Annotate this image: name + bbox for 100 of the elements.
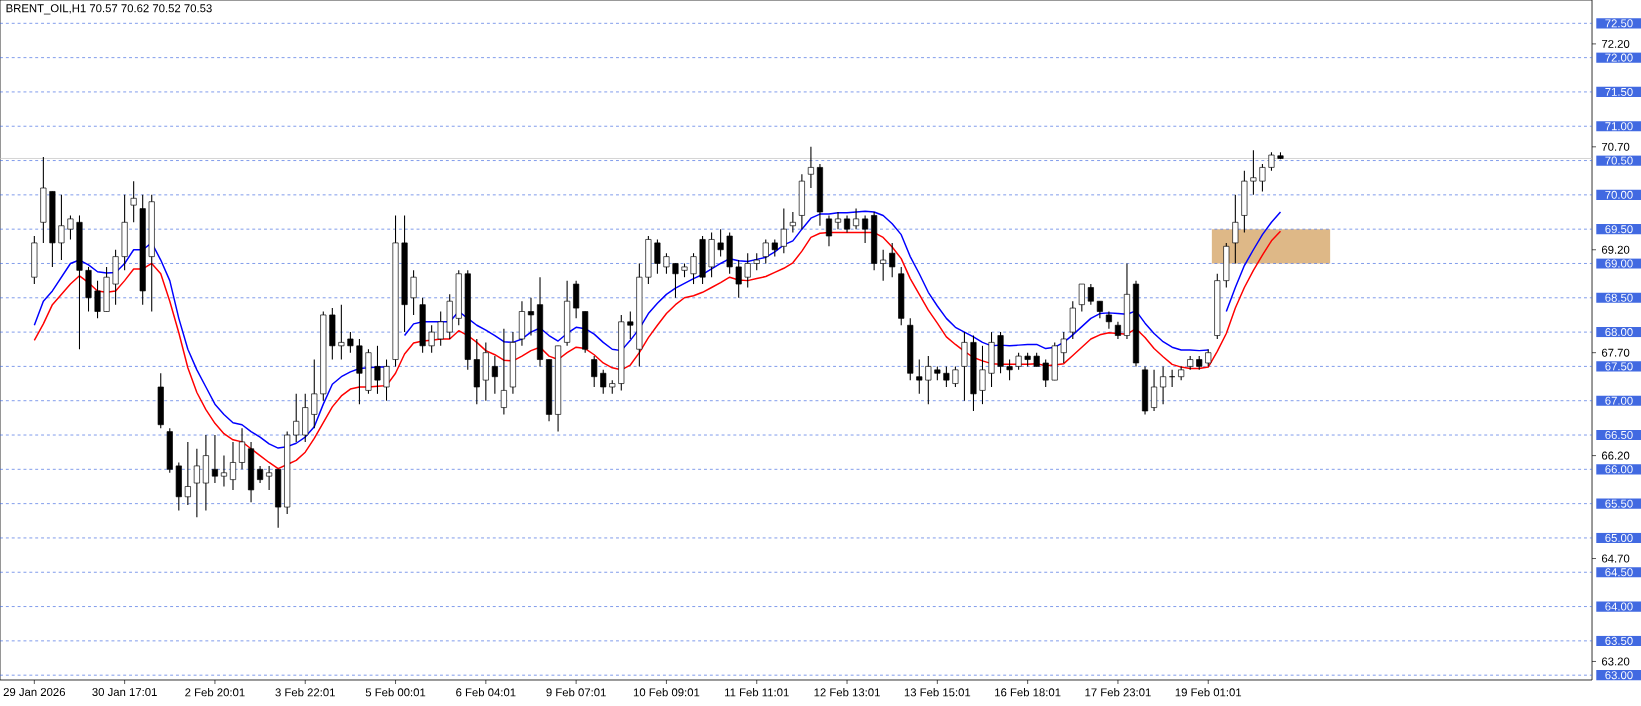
- candlestick: [383, 359, 390, 402]
- x-tick-label: 19 Feb 01:01: [1175, 688, 1242, 697]
- candlestick: [238, 427, 246, 470]
- candlestick: [979, 345, 986, 405]
- candlestick: [672, 262, 679, 299]
- ref-line-label: 69.50: [1605, 225, 1633, 234]
- ref-line-label: 72.50: [1605, 19, 1633, 28]
- candlestick: [428, 324, 435, 354]
- x-tick-label: 16 Feb 18:01: [995, 688, 1061, 697]
- ref-line-label: 69.00: [1605, 259, 1633, 268]
- candlestick: [1160, 365, 1167, 405]
- candlestick: [735, 259, 742, 299]
- y-tick-label: 69.20: [1601, 245, 1630, 254]
- candlestick: [266, 465, 273, 491]
- candlestick: [293, 393, 300, 443]
- x-tick-label: 5 Feb 00:01: [365, 688, 426, 697]
- candlestick: [717, 228, 724, 258]
- candlestick: [744, 252, 751, 289]
- candlestick: [952, 365, 959, 388]
- ref-line-label: 67.00: [1605, 396, 1633, 405]
- chart-title: BRENT_OIL,H1 70.57 70.62 70.52 70.53: [6, 4, 212, 15]
- candlestick: [600, 369, 607, 395]
- ref-line-label: 66.50: [1605, 431, 1633, 440]
- candlestick: [862, 214, 869, 244]
- ref-line-label: 70.50: [1605, 156, 1633, 165]
- candlestick: [500, 328, 507, 415]
- candlestick: [807, 146, 814, 189]
- candlestick: [1268, 151, 1275, 172]
- x-tick-label: 29 Jan 2026: [3, 688, 66, 697]
- x-tick-label: 6 Feb 04:01: [456, 688, 516, 697]
- ref-line-label: 71.00: [1605, 122, 1633, 131]
- ref-line-label: 68.50: [1605, 293, 1633, 302]
- candlestick: [1078, 283, 1085, 313]
- candlestick: [491, 355, 498, 395]
- candlestick: [1250, 149, 1257, 196]
- candlestick: [437, 310, 444, 347]
- candlestick: [663, 252, 670, 275]
- candlestick: [311, 359, 318, 429]
- x-tick-label: 10 Feb 09:01: [633, 688, 700, 697]
- y-tick-label: 64.70: [1601, 554, 1630, 563]
- candlestick: [130, 180, 137, 223]
- ref-line-label: 67.50: [1605, 362, 1633, 371]
- candlestick: [410, 269, 417, 316]
- candlestick: [1060, 331, 1067, 364]
- ref-line-label: 70.00: [1605, 190, 1633, 199]
- candlestick: [654, 238, 661, 275]
- candlestick: [67, 214, 74, 240]
- y-tick-label: 70.70: [1601, 142, 1630, 151]
- candlestick: [780, 208, 787, 254]
- candlestick: [229, 441, 237, 491]
- candlestick: [374, 345, 381, 395]
- candlestick: [184, 441, 191, 506]
- candlestick: [220, 455, 228, 488]
- x-tick-label: 3 Feb 22:01: [275, 688, 335, 697]
- candlestick: [943, 365, 950, 388]
- ref-line-label: 63.00: [1605, 671, 1633, 680]
- candlestick: [1006, 359, 1013, 381]
- ref-line-label: 72.00: [1605, 53, 1633, 62]
- candlestick: [193, 448, 200, 518]
- candlestick: [834, 211, 842, 230]
- candlestick: [527, 297, 535, 337]
- candlestick: [94, 280, 101, 319]
- candlestick: [591, 355, 598, 388]
- candlestick: [1105, 310, 1112, 330]
- ref-line-label: 71.50: [1605, 87, 1633, 96]
- candlestick: [925, 355, 932, 405]
- x-tick-label: 12 Feb 13:01: [814, 688, 880, 697]
- x-tick-label: 17 Feb 23:01: [1085, 688, 1151, 697]
- ref-line-label: 65.50: [1605, 499, 1633, 508]
- ref-line-label: 65.00: [1605, 533, 1633, 542]
- candlestick: [211, 434, 218, 484]
- ref-line-label: 68.00: [1605, 328, 1633, 337]
- x-tick-label: 13 Feb 15:01: [904, 688, 971, 697]
- x-tick-label: 2 Feb 20:01: [185, 688, 245, 697]
- ref-line-label: 66.00: [1605, 465, 1633, 474]
- candlestick: [347, 331, 354, 354]
- y-tick-label: 72.20: [1601, 39, 1630, 48]
- candlestick: [1232, 194, 1239, 265]
- candlestick: [58, 194, 65, 261]
- candlestick: [1259, 163, 1266, 192]
- x-tick-label: 30 Jan 17:01: [92, 688, 157, 697]
- x-tick-label: 11 Feb 11:01: [725, 688, 789, 697]
- candlestick: [762, 238, 769, 265]
- candlestick: [916, 359, 923, 395]
- candlestick: [825, 214, 833, 247]
- y-tick-label: 63.20: [1601, 657, 1630, 666]
- candlestick: [789, 211, 796, 234]
- candlestick: [1087, 283, 1094, 306]
- y-tick-label: 67.70: [1601, 348, 1630, 357]
- candlestick: [889, 242, 896, 278]
- ref-line-label: 64.00: [1605, 602, 1633, 611]
- candlestick: [853, 208, 860, 230]
- candlestick: [1042, 359, 1049, 388]
- candlestick: [880, 249, 887, 282]
- candlestick: [338, 304, 345, 361]
- y-tick-label: 66.20: [1601, 451, 1630, 460]
- candlestick: [1151, 369, 1158, 412]
- candlestick: [690, 252, 697, 285]
- x-tick-label: 9 Feb 07:01: [546, 688, 606, 697]
- ref-line-label: 64.50: [1605, 568, 1633, 577]
